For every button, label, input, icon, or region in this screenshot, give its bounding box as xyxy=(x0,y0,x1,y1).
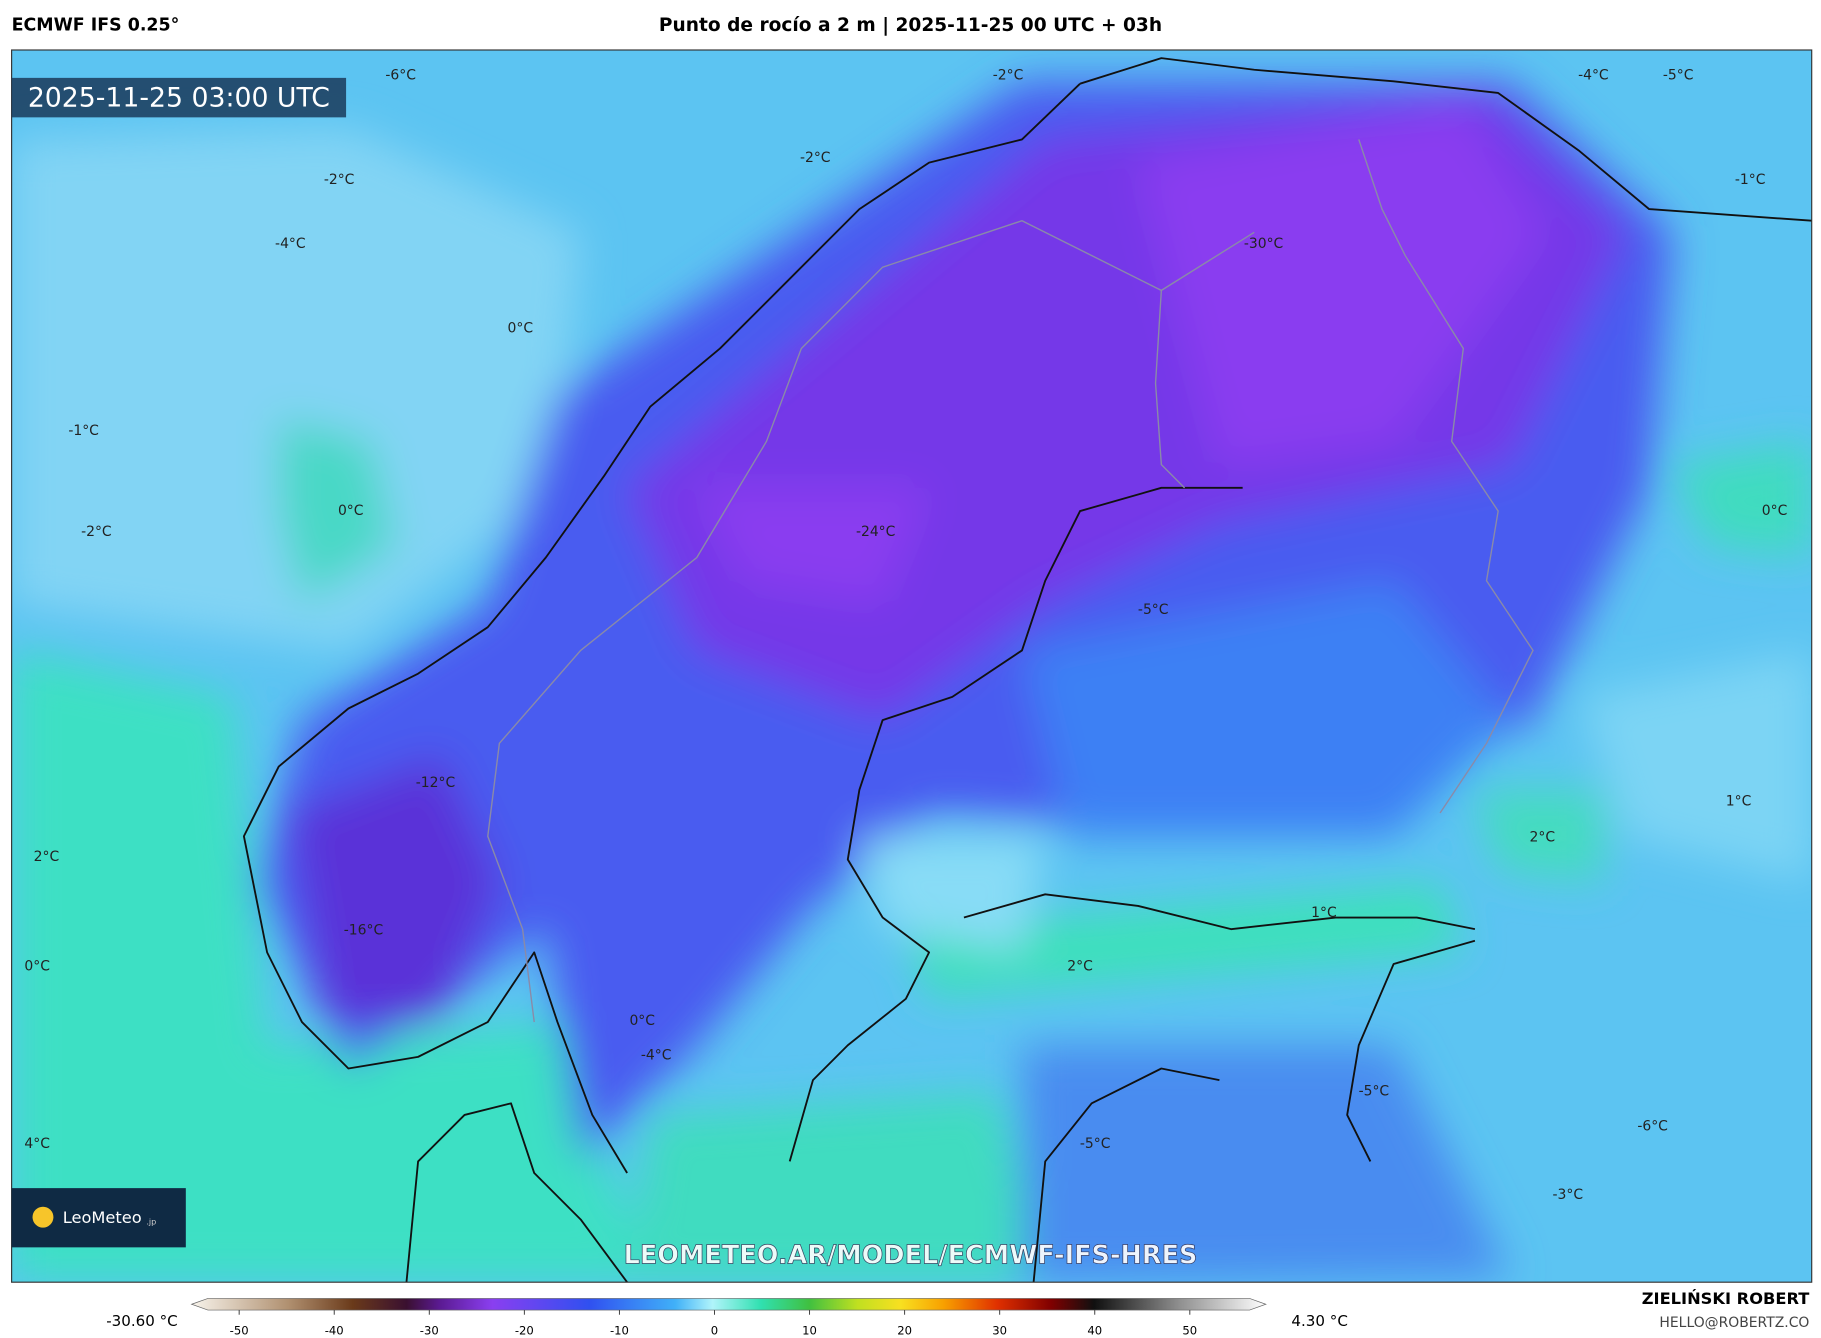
contour-label: -5°C xyxy=(1138,602,1169,618)
colorbar-tick-label: -10 xyxy=(610,1323,629,1337)
contour-label: -6°C xyxy=(385,68,416,84)
contour-label: 0°C xyxy=(1762,503,1788,519)
field xyxy=(11,81,1812,1283)
contour-label: -5°C xyxy=(1359,1084,1390,1100)
map xyxy=(11,49,1812,1283)
colorbar-tick-label: 0 xyxy=(711,1323,718,1337)
colorbar-tick-label: -40 xyxy=(325,1323,344,1337)
colorbar-tick-label: -20 xyxy=(515,1323,534,1337)
contour-label: -2°C xyxy=(81,524,112,540)
colorbar-tick-label: 50 xyxy=(1182,1323,1197,1337)
contour-label: -4°C xyxy=(1578,68,1609,84)
contour-label: -4°C xyxy=(275,236,306,252)
logo-sun xyxy=(32,1206,54,1228)
model-name: ECMWF IFS 0.25° xyxy=(12,16,180,36)
contour-label: -4°C xyxy=(641,1048,672,1064)
contour-labels: -6°C -2°C -4°C -5°C -2°C -2°C -1°C -4°C -30°C 0°C… xyxy=(24,68,1787,1204)
contour-label: 2°C xyxy=(1067,958,1093,974)
contour-label: -30°C xyxy=(1244,236,1283,252)
contour-label: 0°C xyxy=(338,503,364,519)
contour-label: -1°C xyxy=(68,423,99,439)
contour-label: 2°C xyxy=(34,849,60,865)
contour-label: -24°C xyxy=(856,524,895,540)
colorbar-tick-label: 20 xyxy=(897,1323,912,1337)
contour-label: -3°C xyxy=(1553,1187,1584,1203)
contour-label: -2°C xyxy=(993,68,1024,84)
watermark: LEOMETEO.AR/MODEL/ECMWF-IFS-HRES xyxy=(624,1241,1198,1271)
contour-label: -5°C xyxy=(1080,1136,1111,1152)
contour-label: 0°C xyxy=(508,321,534,337)
contour-label: 4°C xyxy=(24,1136,50,1152)
contour-label: 2°C xyxy=(1530,829,1556,845)
colorbar-tick-label: -30 xyxy=(420,1323,439,1337)
map-frame xyxy=(11,49,1813,1283)
colorbar-max: 4.30 °C xyxy=(1291,1312,1347,1330)
colorbar-tick-label: -50 xyxy=(230,1323,249,1337)
colorbar-tick-label: 30 xyxy=(992,1323,1007,1337)
timestamp-box xyxy=(11,77,347,118)
contour-label: -6°C xyxy=(1637,1119,1668,1135)
author: ZIELIŃSKI ROBERT xyxy=(1642,1289,1810,1308)
contour-label: -12°C xyxy=(416,775,455,791)
map-title: Punto de rocío a 2 m | 2025-11-25 00 UTC… xyxy=(659,15,1162,36)
coastline xyxy=(242,57,1812,1283)
contour-label: 0°C xyxy=(629,1013,655,1029)
colorbar-gradient xyxy=(190,1298,1267,1311)
colorbar-tick-label: 40 xyxy=(1087,1323,1102,1337)
colorbar: -50 -40 -30 -20 -10 0 10 20 30 40 50 xyxy=(190,1298,1267,1337)
logo-name: LeoMeteo xyxy=(63,1208,142,1227)
contour-label: -2°C xyxy=(324,172,355,188)
colorbar-tick-label: 10 xyxy=(802,1323,817,1337)
timestamp: 2025-11-25 03:00 UTC xyxy=(28,82,330,113)
borders xyxy=(487,139,1534,1023)
contour-label: -16°C xyxy=(344,922,383,938)
contour-label: -2°C xyxy=(800,150,831,166)
contour-label: 1°C xyxy=(1726,793,1752,809)
contour-label: -5°C xyxy=(1663,68,1694,84)
contour-label: 1°C xyxy=(1311,905,1337,921)
contour-label: 0°C xyxy=(24,958,50,974)
contour-label: -1°C xyxy=(1735,172,1766,188)
colorbar-min: -30.60 °C xyxy=(106,1312,177,1330)
logo-suffix: .jp xyxy=(146,1216,156,1226)
email: HELLO@ROBERTZ.CO xyxy=(1659,1315,1809,1331)
